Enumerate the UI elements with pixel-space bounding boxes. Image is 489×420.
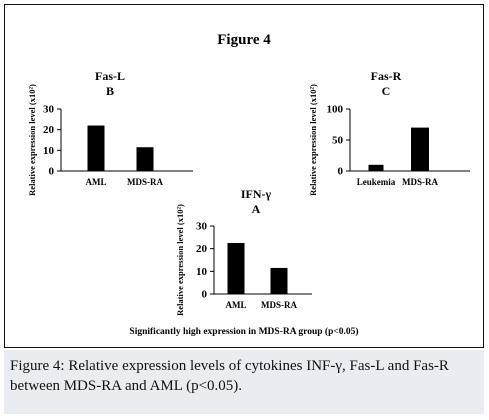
chart-2-category-label: MDS-RA bbox=[402, 177, 438, 187]
chart-3-tick-label: 0 bbox=[202, 289, 208, 301]
chart-3-bar bbox=[227, 243, 245, 294]
caption-label: Figure 4: bbox=[10, 358, 65, 374]
chart-1-subtitle: B bbox=[106, 84, 114, 98]
chart-3-subtitle: A bbox=[252, 202, 261, 216]
caption-text: Relative expression levels of cytokines … bbox=[10, 358, 449, 394]
chart-3-ylabel: Relative expression level (x10²) bbox=[175, 204, 185, 316]
chart-3-category-label: AML bbox=[226, 300, 247, 310]
chart-1-bar bbox=[136, 147, 154, 171]
chart-2-tick-label: 0 bbox=[338, 166, 344, 178]
chart-2-bar bbox=[368, 164, 384, 171]
chart-1-category-label: MDS-RA bbox=[127, 177, 163, 187]
chart-1-category-label: AML bbox=[86, 177, 107, 187]
chart-1-tick-label: 30 bbox=[43, 104, 55, 116]
chart-2-category-label: Leukemia bbox=[357, 177, 396, 187]
chart-2-subtitle: C bbox=[382, 84, 391, 98]
chart-1-title: Fas-L bbox=[95, 69, 125, 83]
figure-title: Figure 4 bbox=[217, 32, 271, 48]
chart-2-tick-label: 100 bbox=[327, 104, 344, 116]
chart-1-tick-label: 20 bbox=[43, 124, 55, 136]
chart-2-ylabel: Relative expression level (x10²) bbox=[308, 84, 318, 196]
chart-1-ylabel: Relative expression level (x10²) bbox=[27, 84, 37, 196]
chart-3-title: IFN-γ bbox=[241, 187, 272, 201]
chart-2-tick-label: 50 bbox=[332, 135, 344, 147]
chart-1-tick-label: 0 bbox=[49, 166, 55, 178]
figure-footnote: Significantly high expression in MDS-RA … bbox=[129, 327, 359, 337]
chart-3-tick-label: 30 bbox=[196, 221, 208, 233]
chart-1-tick-label: 10 bbox=[43, 145, 55, 157]
chart-3-tick-label: 10 bbox=[196, 266, 208, 278]
chart-3-tick-label: 20 bbox=[196, 243, 208, 255]
chart-3-category-label: MDS-RA bbox=[261, 300, 297, 310]
chart-1-bar bbox=[87, 125, 105, 171]
chart-2-title: Fas-R bbox=[371, 69, 402, 83]
figure-caption: Figure 4: Relative expression levels of … bbox=[4, 350, 484, 414]
chart-3-bar bbox=[270, 267, 288, 294]
chart-2-bar bbox=[411, 127, 429, 171]
